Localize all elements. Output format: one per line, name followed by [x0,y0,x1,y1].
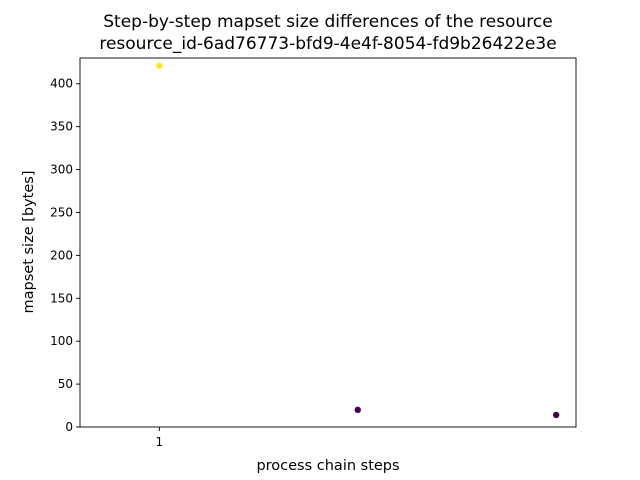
y-tick-label: 150 [50,291,73,305]
y-tick-label: 200 [50,248,73,262]
y-tick-label: 100 [50,334,73,348]
y-tick-label: 350 [50,120,73,134]
y-tick-label: 0 [65,420,73,434]
y-tick-label: 250 [50,205,73,219]
y-axis-label: mapset size [bytes] [21,171,37,314]
axes-frame [79,57,577,428]
data-point [552,411,560,419]
data-point [156,62,163,69]
plot-area: 0 50 100 150 200 250 300 350 400 1 [50,57,577,449]
data-point [354,406,361,414]
chart-title-line-1: Step-by-step mapset size differences of … [103,12,552,32]
y-tick-label: 300 [50,163,73,177]
x-tick-label: 1 [156,435,164,449]
chart-title-line-2: resource_id-6ad76773-bfd9-4e4f-8054-fd9b… [99,34,556,54]
y-tick-label: 400 [50,77,73,91]
y-tick-label: 50 [58,377,73,391]
x-axis-label: process chain steps [256,458,399,474]
